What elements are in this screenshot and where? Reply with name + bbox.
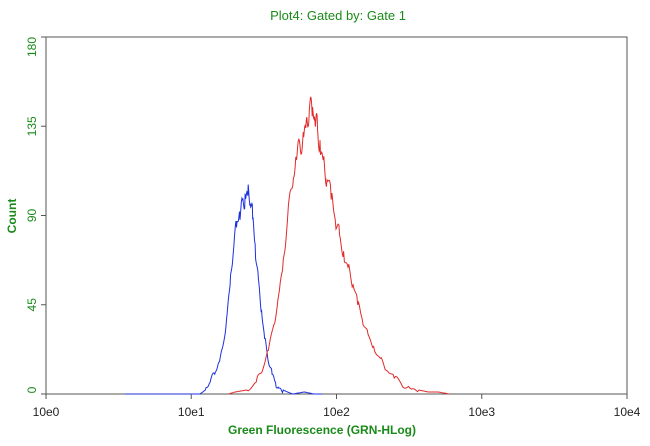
plot-frame xyxy=(45,36,628,395)
y-axis-label: Count xyxy=(5,199,19,234)
y-tick-label: 45 xyxy=(25,298,39,312)
y-tick-label: 180 xyxy=(25,37,39,57)
x-tick-label: 10e0 xyxy=(33,405,60,419)
y-tick-label: 90 xyxy=(25,209,39,223)
y-tick-label: 135 xyxy=(25,116,39,136)
x-tick-label: 10e1 xyxy=(178,405,205,419)
y-tick-label: 0 xyxy=(25,386,39,393)
y-axis-ticks: 0 45 90 135 180 xyxy=(25,36,46,395)
x-tick-label: 10e3 xyxy=(468,405,495,419)
x-tick-label: 10e4 xyxy=(614,405,641,419)
series-line-1 xyxy=(125,184,323,395)
chart-title: Plot4: Gated by: Gate 1 xyxy=(270,8,406,23)
series-layer xyxy=(125,96,450,395)
x-axis-ticks: 10e0 10e1 10e2 10e3 10e4 xyxy=(33,394,641,419)
series-line-2 xyxy=(228,96,450,395)
x-axis-label: Green Fluorescence (GRN-HLog) xyxy=(228,423,416,437)
x-tick-label: 10e2 xyxy=(323,405,350,419)
